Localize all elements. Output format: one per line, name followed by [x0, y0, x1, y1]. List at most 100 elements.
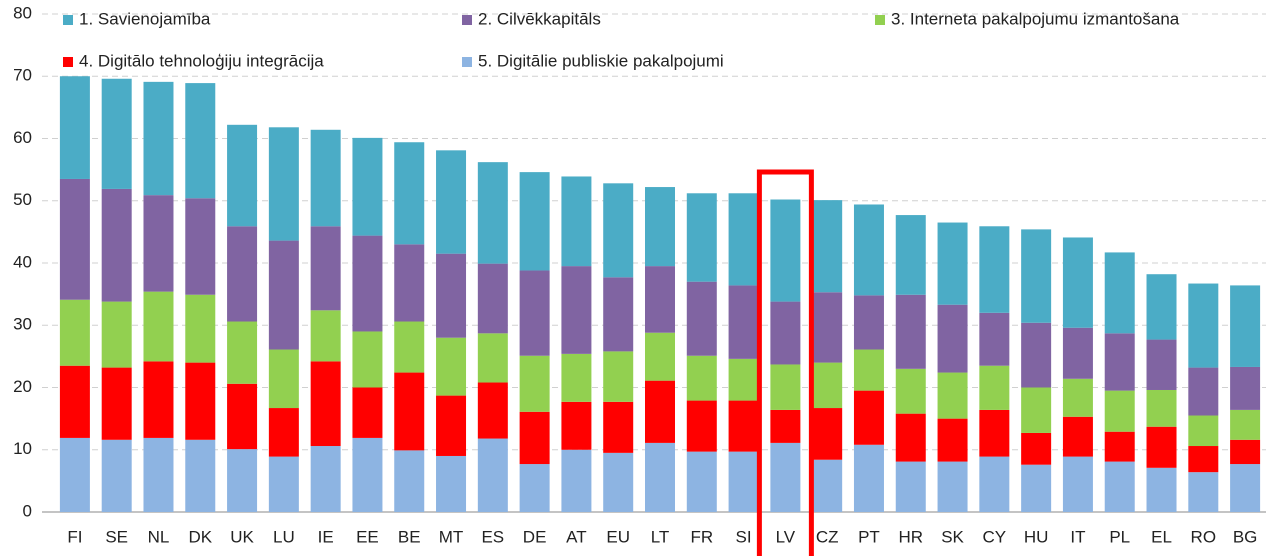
x-tick-label: FR [690, 527, 713, 546]
bar-segment [895, 461, 926, 512]
bar-segment [812, 292, 843, 363]
bar-segment [477, 382, 508, 439]
bar-segment [227, 449, 258, 512]
legend-label: 3. Interneta pakalpojumu izmantošana [891, 9, 1180, 28]
legend-swatch [875, 15, 885, 25]
bar-segment [101, 188, 132, 302]
bar-segment [561, 401, 592, 450]
bar-segment [812, 459, 843, 512]
bar-segment [728, 285, 759, 359]
x-tick-label: IE [318, 527, 334, 546]
bar-segment [1062, 237, 1093, 328]
bar-segment [1104, 461, 1135, 512]
bar-segment [268, 127, 299, 241]
bar-segment [645, 332, 675, 381]
bar-segment [268, 408, 299, 457]
bar-segment [227, 321, 258, 384]
bar-segment [519, 464, 550, 512]
bar-segment [1104, 390, 1135, 432]
bar-segment [1188, 446, 1219, 473]
legend-swatch [63, 57, 73, 67]
bar-segment [394, 372, 425, 451]
bar-segment [143, 81, 174, 196]
bar-segment [686, 355, 717, 401]
bar-segment [853, 204, 884, 296]
x-tick-label: HU [1024, 527, 1049, 546]
bar-segment [979, 365, 1010, 410]
y-tick-label: 20 [13, 377, 32, 396]
x-tick-label: EU [606, 527, 630, 546]
bar-segment [895, 215, 926, 295]
bar-segment [1230, 439, 1261, 465]
bar-segment [645, 266, 675, 333]
bar-segment [686, 400, 717, 452]
bar-segment [645, 442, 675, 512]
bar-segment [1146, 339, 1177, 390]
x-tick-label: BE [398, 527, 421, 546]
bar-segment [1021, 322, 1052, 388]
bar-segment [603, 401, 634, 453]
bar-segment [143, 291, 174, 362]
bar-segment [436, 150, 467, 254]
x-tick-label: IT [1070, 527, 1085, 546]
y-tick-label: 60 [13, 128, 32, 147]
x-tick-label: CY [983, 527, 1007, 546]
bar-segment [979, 456, 1010, 512]
bar-segment [1062, 327, 1093, 379]
bar-segment [436, 253, 467, 338]
bar-segment [352, 437, 383, 512]
bar-segment [603, 351, 634, 402]
x-tick-label: EE [356, 527, 379, 546]
bar-segment [477, 333, 508, 383]
bar-segment [227, 124, 258, 227]
bar-segment [185, 362, 216, 440]
bar-segment [728, 400, 759, 452]
bar-segment [394, 142, 425, 245]
legend-label: 4. Digitālo tehnoloģiju integrācija [79, 51, 324, 70]
bar-segment [895, 368, 926, 414]
bar-segment [728, 451, 759, 512]
bar-segment [1146, 467, 1177, 512]
bar-segment [185, 198, 216, 295]
bar-segment [1188, 367, 1219, 416]
bar-segment [59, 299, 90, 366]
legend-swatch [462, 57, 472, 67]
bar-segment [352, 387, 383, 438]
bar-segment [310, 310, 341, 362]
bar-segment [728, 193, 759, 286]
bar-segment [1230, 285, 1261, 367]
bar-segment [1021, 432, 1052, 465]
bar-segment [394, 450, 425, 512]
bar-segment [1146, 389, 1177, 427]
bar-segment [59, 365, 90, 438]
bar-segment [101, 78, 132, 189]
bar-segment [1062, 378, 1093, 417]
bar-segment [728, 358, 759, 401]
bar-segment [812, 408, 843, 460]
x-tick-label: DE [523, 527, 547, 546]
bar-segment [1021, 387, 1052, 433]
bar-segment [477, 263, 508, 334]
bar-segment [268, 456, 299, 512]
bar-segment [310, 361, 341, 447]
bar-segment [1188, 415, 1219, 447]
bar-segment [1146, 274, 1177, 340]
bar-segment [686, 451, 717, 512]
bar-segment [352, 137, 383, 236]
bar-segment [937, 372, 968, 419]
bar-segment [59, 76, 90, 179]
bar-segment [770, 442, 801, 512]
bar-segment [561, 266, 592, 354]
bar-segment [519, 172, 550, 271]
bar-segment [853, 295, 884, 350]
bar-segment [1104, 431, 1135, 462]
bar-segment [1230, 409, 1261, 440]
bar-segment [770, 199, 801, 302]
x-tick-label: ES [481, 527, 504, 546]
x-tick-label: LT [651, 527, 670, 546]
bar-segment [1230, 464, 1261, 512]
x-tick-label: EL [1151, 527, 1172, 546]
bar-segment [937, 418, 968, 462]
y-tick-label: 40 [13, 252, 32, 271]
y-tick-label: 0 [23, 501, 32, 520]
